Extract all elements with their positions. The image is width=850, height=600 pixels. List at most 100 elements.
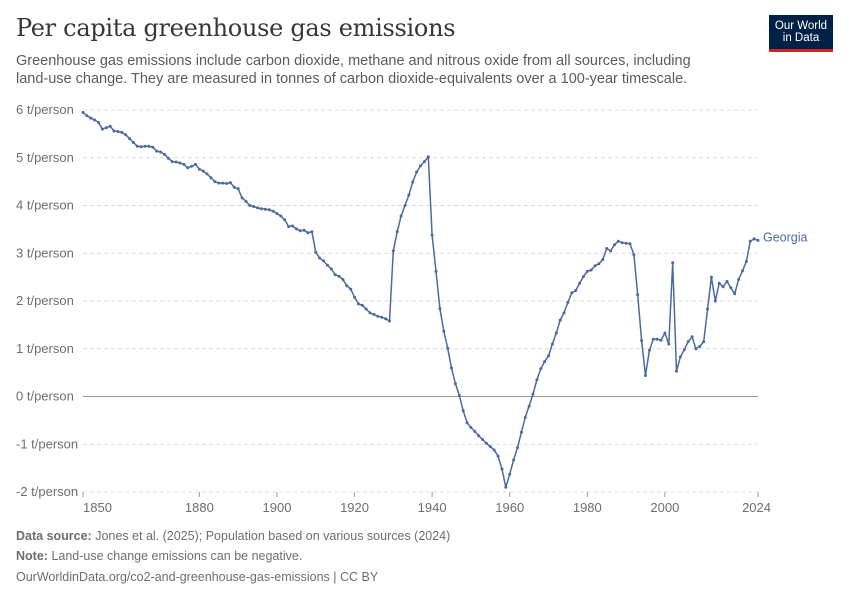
data-point [205,172,209,176]
x-tick-label: 1920 [340,500,369,515]
data-point [442,329,446,333]
data-point [322,259,325,263]
data-point [213,180,217,184]
note-label: Note: [16,549,48,563]
data-point [488,445,492,449]
chart-gridlines [83,109,758,493]
data-point [415,170,419,174]
x-tick-label: 1880 [185,500,214,515]
data-point [108,124,112,128]
data-point [228,181,232,185]
data-point [419,164,422,168]
data-point [287,225,291,228]
y-tick-label: 0 t/person [16,389,74,404]
data-point [647,348,651,352]
data-point [422,160,426,164]
data-point [368,311,372,315]
y-tick-label: 3 t/person [16,245,74,260]
data-point [81,110,85,114]
source-url-link[interactable]: OurWorldinData.org/co2-and-greenhouse-ga… [16,570,379,584]
x-tick-label: 2000 [650,500,679,515]
data-point [446,346,450,350]
series-label-georgia[interactable]: Georgia [763,230,808,244]
data-point [496,454,500,458]
y-tick-label: 4 t/person [16,198,74,213]
data-point [194,162,197,166]
data-point [531,392,535,396]
data-point [166,156,170,160]
data-point [709,275,713,279]
data-point [512,458,516,462]
data-point [752,237,756,241]
data-point [263,207,267,211]
data-point [663,331,667,335]
data-point [100,127,104,131]
data-point [131,141,135,144]
data-point [508,472,512,476]
data-point [244,199,248,203]
data-point [89,116,93,120]
data-point [748,239,752,243]
y-tick-label: 1 t/person [16,341,74,356]
data-point [135,144,139,148]
data-point [667,342,671,346]
data-point [651,337,655,341]
data-point [756,238,760,242]
data-point [256,206,260,210]
data-point [504,485,508,489]
data-point [376,314,380,318]
data-point [329,267,333,271]
data-point [411,180,415,184]
data-point [151,145,155,149]
data-point [190,164,194,168]
x-tick-label: 1850 [83,500,112,515]
data-point [426,155,430,159]
data-point [713,299,717,303]
data-point [737,278,741,281]
data-point [337,274,341,278]
data-point [636,293,640,297]
data-point [465,421,469,425]
data-point [527,404,531,408]
data-point [120,130,124,134]
data-point [694,347,698,351]
data-point [589,268,593,272]
data-point [403,204,407,207]
y-axis: 6 t/person 5 t/person 4 t/person 3 t/person… [16,102,78,499]
data-point [593,264,597,268]
data-point [155,149,159,153]
data-point [500,467,504,471]
data-point [372,312,376,316]
data-point [159,150,163,154]
data-point [217,181,221,185]
owid-logo[interactable]: Our World in Data [769,15,833,52]
data-point [473,429,477,433]
data-point [360,303,364,307]
data-point [112,129,116,133]
data-point [85,114,89,118]
data-point [399,214,403,218]
data-point [682,348,686,352]
chart-title: Per capita greenhouse gas emissions [16,14,456,42]
data-point [659,338,663,342]
data-point [333,273,337,277]
data-point [291,224,294,228]
data-point [430,233,434,237]
data-point [275,212,279,216]
data-point [388,319,391,323]
chart-subtitle: Greenhouse gas emissions include carbon … [16,53,691,87]
data-point [178,161,182,165]
data-point [733,292,737,296]
data-point [349,287,353,291]
data-point [325,263,329,267]
data-point [477,434,481,438]
data-point [201,169,205,173]
data-point [139,145,143,149]
data-point [128,137,132,141]
data-point [248,204,252,207]
data-point [271,209,275,213]
data-point [407,193,411,197]
data-point [516,446,519,450]
data-point [539,367,543,371]
data-point [554,331,558,335]
